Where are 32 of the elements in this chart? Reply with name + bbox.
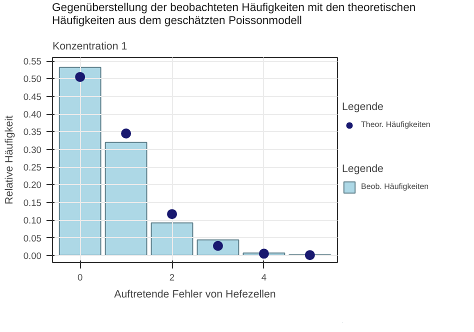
legend-label: Beob. Häufigkeiten	[361, 182, 429, 192]
y-tick-label: 0.45	[23, 92, 42, 102]
y-tick-label: 0.30	[23, 144, 42, 155]
y-tick-label: 0.20	[23, 180, 42, 190]
legend-label: Theor. Häufigkeiten	[361, 120, 430, 130]
y-axis-title: Relative Häufigkeit	[3, 116, 16, 204]
y-tick-label: 0.55	[23, 56, 42, 67]
y-tick-label: 0.35	[23, 127, 42, 138]
point	[75, 72, 86, 82]
point	[304, 250, 315, 260]
bar	[104, 142, 148, 256]
point	[212, 240, 223, 251]
x-tick-label: 2	[169, 272, 175, 282]
chart-title: Gegenüberstellung der beobachteten Häufigkeiten mit den theoretischen Häufigkeiten aus dem geschätzten Poissonmodell	[52, 2, 416, 28]
y-tick-label: 0.05	[23, 233, 42, 244]
x-tick-label: 4	[261, 272, 267, 282]
bar	[150, 222, 194, 256]
y-tick-label: 0.10	[23, 216, 42, 226]
x-tick-label: 0	[77, 272, 83, 282]
y-tick-label: 0.15	[23, 198, 42, 208]
point	[258, 248, 269, 259]
y-tick-label: 0.50	[23, 74, 42, 84]
chart-subtitle: Konzentration 1	[52, 40, 128, 52]
y-tick-label: 0.40	[23, 110, 42, 120]
point	[121, 128, 132, 138]
x-axis-title: Auftretende Fehler von Hefezellen	[114, 288, 276, 300]
y-tick-label: 0.25	[23, 162, 42, 173]
legend-title: Legende	[342, 100, 384, 113]
y-tick-label: 0.00	[23, 250, 42, 261]
text: Legende	[342, 162, 384, 175]
point	[167, 209, 178, 220]
bar	[58, 66, 102, 256]
